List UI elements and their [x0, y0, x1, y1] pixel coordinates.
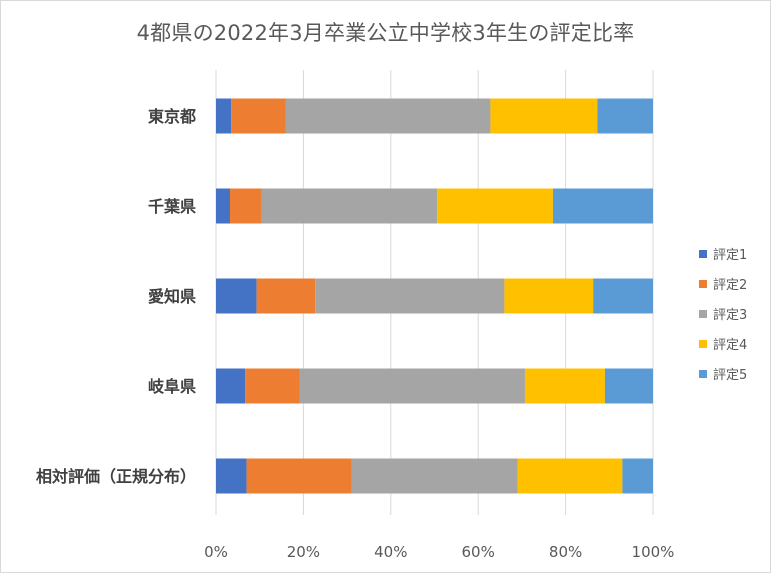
bar-segment: [517, 458, 623, 494]
category-label: 東京都: [148, 107, 196, 126]
x-tick-label: 80%: [549, 543, 582, 561]
bar-segment: [246, 458, 352, 494]
legend-label: 評定3: [713, 308, 747, 323]
bar-segment: [490, 98, 598, 134]
bar-segment: [216, 458, 247, 494]
bar-segment: [597, 98, 653, 134]
bar-segment: [229, 188, 262, 224]
legend-swatch: [699, 280, 707, 288]
x-tick-label: 20%: [287, 543, 320, 561]
legend-label: 評定4: [713, 338, 747, 353]
legend-swatch: [699, 340, 707, 348]
legend: 評定1 評定2 評定3 評定4 評定5: [699, 248, 747, 383]
legend-swatch: [699, 250, 707, 258]
bar-segment: [504, 278, 594, 314]
category-label: 千葉県: [148, 197, 196, 216]
bar-segment: [245, 368, 300, 404]
chart-title: 4都県の2022年3月卒業公立中学校3年生の評定比率: [136, 21, 635, 45]
bar-segment: [216, 188, 230, 224]
bar-segment: [524, 368, 605, 404]
bar-segment: [622, 458, 653, 494]
bar-segment: [351, 458, 518, 494]
bar-segment: [437, 188, 553, 224]
bars: [216, 98, 653, 494]
legend-label: 評定5: [713, 368, 747, 383]
legend-swatch: [699, 310, 707, 318]
legend-label: 評定1: [713, 248, 747, 263]
legend-swatch: [699, 370, 707, 378]
x-tick-label: 60%: [462, 543, 495, 561]
bar-segment: [315, 278, 505, 314]
bar-segment: [231, 98, 286, 134]
x-tick-labels: 0% 20% 40% 60% 80% 100%: [204, 543, 674, 561]
legend-label: 評定2: [713, 278, 747, 293]
x-tick-label: 0%: [204, 543, 228, 561]
bar-segment: [593, 278, 653, 314]
bar-segment: [604, 368, 653, 404]
bar-segment: [285, 98, 491, 134]
category-label: 岐阜県: [148, 377, 196, 396]
category-label: 相対評価（正規分布）: [36, 467, 196, 486]
bar-segment: [261, 188, 438, 224]
bar-segment: [256, 278, 316, 314]
bar-segment: [299, 368, 525, 404]
bar-segment: [216, 98, 232, 134]
bar-segment: [552, 188, 653, 224]
category-label: 愛知県: [148, 287, 196, 306]
x-tick-label: 40%: [374, 543, 407, 561]
bar-segment: [216, 368, 246, 404]
x-tick-label: 100%: [632, 543, 675, 561]
bar-segment: [216, 278, 257, 314]
